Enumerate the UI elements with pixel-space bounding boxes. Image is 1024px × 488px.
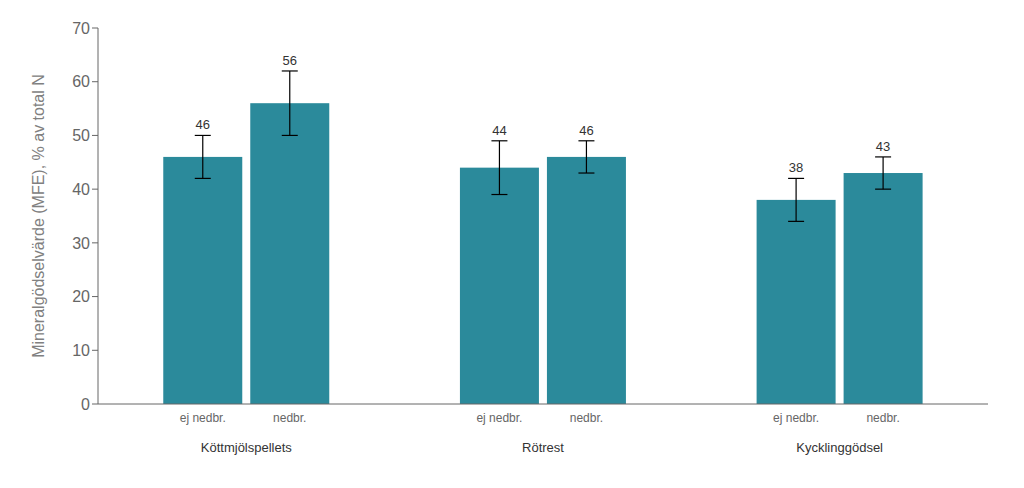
svg-text:70: 70 <box>72 20 90 37</box>
svg-text:46: 46 <box>196 117 210 132</box>
svg-text:Kycklinggödsel: Kycklinggödsel <box>796 440 883 455</box>
svg-text:nedbr.: nedbr. <box>570 411 603 425</box>
svg-text:Mineralgödselvärde (MFE), % av: Mineralgödselvärde (MFE), % av total N <box>30 74 47 358</box>
svg-text:60: 60 <box>72 73 90 90</box>
svg-text:50: 50 <box>72 127 90 144</box>
svg-text:Köttmjölspellets: Köttmjölspellets <box>201 440 293 455</box>
svg-text:38: 38 <box>789 160 803 175</box>
svg-text:30: 30 <box>72 235 90 252</box>
svg-text:0: 0 <box>81 396 90 413</box>
svg-text:20: 20 <box>72 288 90 305</box>
svg-text:nedbr.: nedbr. <box>273 411 306 425</box>
svg-text:43: 43 <box>876 139 890 154</box>
svg-text:Rötrest: Rötrest <box>522 440 564 455</box>
svg-text:46: 46 <box>579 123 593 138</box>
svg-text:40: 40 <box>72 181 90 198</box>
svg-text:56: 56 <box>283 53 297 68</box>
svg-text:nedbr.: nedbr. <box>866 411 899 425</box>
svg-text:ej nedbr.: ej nedbr. <box>773 411 819 425</box>
svg-text:10: 10 <box>72 342 90 359</box>
svg-text:ej nedbr.: ej nedbr. <box>180 411 226 425</box>
svg-text:44: 44 <box>492 123 506 138</box>
svg-text:ej nedbr.: ej nedbr. <box>476 411 522 425</box>
